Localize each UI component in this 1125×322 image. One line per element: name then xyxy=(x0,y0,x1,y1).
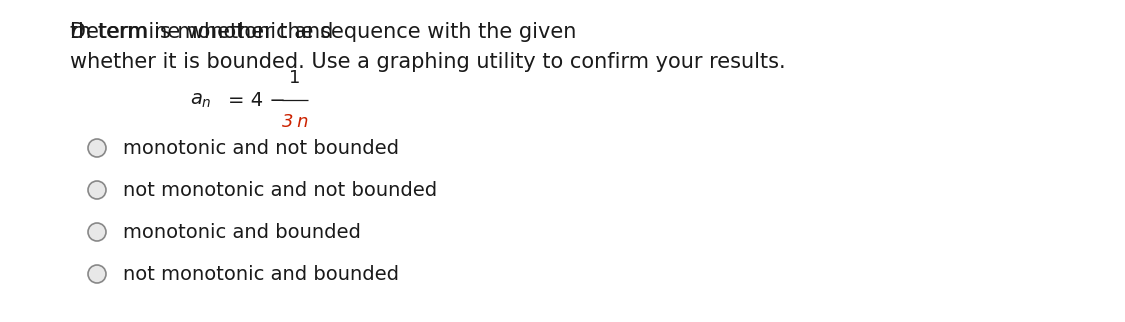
Circle shape xyxy=(88,181,106,199)
Text: whether it is bounded. Use a graphing utility to confirm your results.: whether it is bounded. Use a graphing ut… xyxy=(70,52,785,72)
Circle shape xyxy=(88,223,106,241)
Text: 1: 1 xyxy=(289,69,300,87)
Circle shape xyxy=(88,139,106,157)
Text: not monotonic and not bounded: not monotonic and not bounded xyxy=(123,181,438,200)
Text: $\mathit{a}_n$: $\mathit{a}_n$ xyxy=(190,90,212,109)
Text: monotonic and bounded: monotonic and bounded xyxy=(123,223,361,242)
Text: not monotonic and bounded: not monotonic and bounded xyxy=(123,264,399,283)
Text: n: n xyxy=(70,22,83,42)
Text: Determine whether the sequence with the given: Determine whether the sequence with the … xyxy=(70,22,583,42)
Circle shape xyxy=(88,265,106,283)
Text: th term is monotonic and: th term is monotonic and xyxy=(70,22,333,42)
Text: 3 n: 3 n xyxy=(281,113,308,131)
Text: = 4 −: = 4 − xyxy=(228,90,286,109)
Text: monotonic and not bounded: monotonic and not bounded xyxy=(123,138,399,157)
